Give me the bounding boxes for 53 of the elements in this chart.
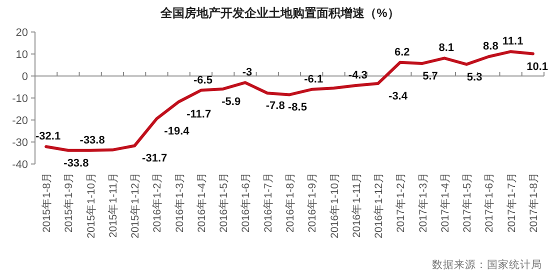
data-label: 10.1 (526, 60, 548, 73)
data-label: -11.7 (186, 108, 212, 121)
y-tick-label: -20 (12, 115, 28, 127)
x-tick-label: 2017年1-5月 (462, 172, 474, 233)
data-label: 5.3 (466, 71, 482, 84)
source-note: 数据来源：国家统计局 (432, 258, 542, 271)
x-tick-label: 2016年1-2月 (152, 172, 164, 233)
data-label: -3 (242, 66, 252, 79)
data-label: 5.7 (422, 70, 438, 82)
y-tick-label: -40 (12, 159, 28, 171)
y-tick-label: -30 (12, 137, 28, 149)
data-label: -7.8 (266, 100, 285, 112)
x-tick-label: 2016年1-5月 (218, 172, 230, 233)
data-label: -19.4 (164, 126, 190, 138)
y-tick-label: 0 (22, 71, 28, 83)
x-tick-label: 2017年1-8月 (528, 172, 540, 233)
data-label: -32.1 (36, 130, 61, 143)
x-tick-label: 2016年1-7月 (262, 172, 274, 233)
x-tick-label: 2015年1-12月 (130, 172, 142, 238)
data-label: -3.4 (388, 90, 408, 102)
x-tick-label: 2017年1-3月 (417, 172, 430, 233)
y-tick-label: 20 (16, 27, 28, 39)
data-label: 6.2 (394, 46, 410, 58)
x-tick-label: 2017年1-7月 (506, 172, 518, 233)
x-tick-label: 2017年1-6月 (484, 172, 496, 233)
data-label: -33.8 (80, 134, 105, 146)
y-tick-label: 10 (16, 49, 28, 61)
y-tick-label: -10 (12, 93, 28, 105)
x-tick-label: 2016年1-9月 (306, 172, 319, 233)
chart-title: 全国房地产开发企业土地购置面积增速（%） (160, 6, 400, 20)
data-label: -4.3 (348, 69, 368, 82)
x-tick-label: 2017年1-2月 (395, 172, 408, 233)
data-label: -31.7 (142, 152, 168, 165)
x-tick-label: 2015年1-10月 (85, 172, 98, 238)
data-label: 8.1 (438, 42, 454, 54)
x-tick-label: 2016年1-8月 (284, 172, 296, 233)
data-label: 8.8 (483, 40, 498, 53)
data-label: -6.5 (193, 74, 212, 86)
x-tick-label: 2016年1-11月 (350, 172, 363, 238)
data-label: -8.5 (288, 102, 307, 114)
x-tick-label: 2017年1-4月 (439, 172, 452, 233)
x-tick-label: 2015年1-8月 (41, 172, 54, 233)
x-tick-label: 2016年1-4月 (196, 172, 208, 233)
x-tick-label: 2015年1-11月 (107, 172, 120, 238)
data-label: -33.8 (64, 157, 89, 170)
x-tick-label: 2016年1-10月 (328, 172, 341, 238)
x-tick-label: 2016年1-12月 (373, 172, 386, 238)
data-label: -5.9 (222, 96, 241, 108)
x-tick-label: 2016年1-6月 (240, 172, 252, 233)
x-tick-label: 2015年1-9月 (63, 172, 76, 233)
data-label: -6.1 (304, 73, 324, 86)
x-tick-label: 2016年1-3月 (174, 172, 186, 233)
data-label: 11.1 (502, 36, 524, 48)
